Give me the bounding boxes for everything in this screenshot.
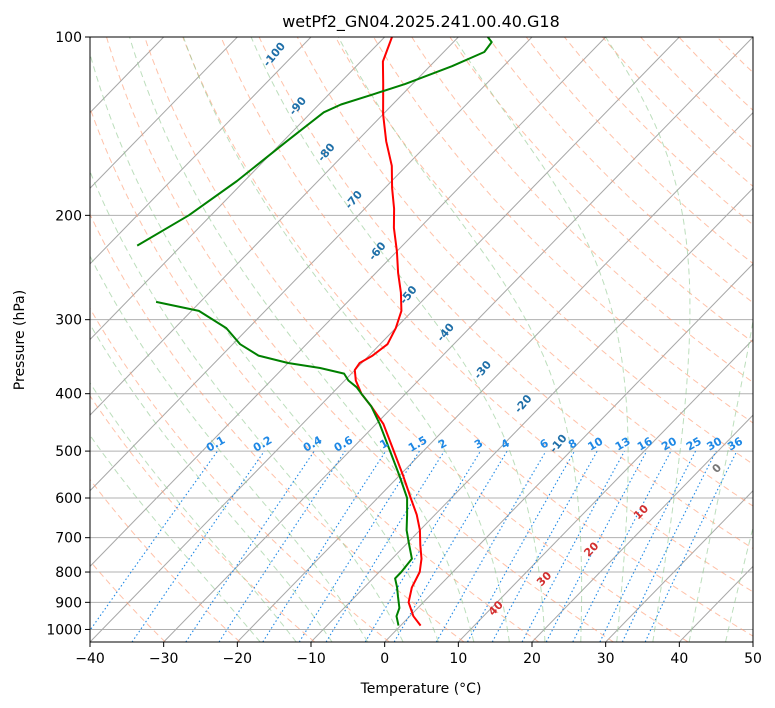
temperature-profile-line — [353, 37, 423, 627]
y-tick-label: 600 — [55, 491, 82, 507]
moist-adiabat-line — [605, 37, 691, 642]
mixing-ratio-line — [599, 450, 697, 642]
mixing-ratio-line — [467, 450, 575, 642]
y-tick-label: 200 — [55, 208, 82, 224]
y-tick-label: 900 — [55, 595, 82, 611]
background-lines — [90, 37, 753, 642]
x-tick-label: −40 — [75, 651, 105, 667]
x-tick-label: 20 — [523, 651, 541, 667]
x-tick-label: 0 — [380, 651, 389, 667]
dry-adiabat-line — [564, 37, 753, 226]
mixing-ratio-line — [298, 450, 420, 642]
moist-adiabat-line — [250, 37, 546, 642]
sounding-profiles — [136, 37, 493, 627]
mixing-ratio-line — [90, 450, 218, 632]
mixing-ratio-line — [218, 450, 346, 642]
isotherm-line — [90, 37, 312, 265]
mixing-ratio-line — [325, 450, 445, 642]
x-tick-label: 50 — [744, 651, 762, 667]
dry-adiabat-line — [220, 37, 753, 593]
x-tick-label: 40 — [670, 651, 688, 667]
x-tick-label: 30 — [597, 651, 615, 667]
dry-adiabat-line — [106, 37, 614, 642]
dewpoint-profile-line — [136, 37, 493, 247]
x-axis: −40 −30 −20 −10 0 10 20 30 40 50 — [75, 642, 762, 667]
dry-adiabat-line — [90, 307, 390, 642]
moist-adiabat-line — [90, 323, 333, 642]
isotherm-line — [236, 111, 753, 642]
y-axis: 100 200 300 400 500 600 700 800 900 1000 — [46, 30, 90, 638]
mixing-ratio-line — [621, 450, 717, 642]
moist-adiabat-line — [90, 170, 404, 642]
isotherm-line — [163, 37, 753, 642]
dry-adiabat-line — [411, 37, 753, 383]
moist-adiabat-line — [90, 382, 297, 642]
y-tick-label: 100 — [55, 30, 82, 46]
moist-adiabat-line — [90, 52, 439, 642]
isotherm-line — [605, 490, 753, 642]
y-tick-label: 300 — [55, 313, 82, 329]
moist-adiabat-line — [725, 525, 753, 642]
x-tick-label: 10 — [449, 651, 467, 667]
isotherm-line — [90, 37, 607, 568]
mixing-ratio-line — [521, 450, 625, 642]
dry-adiabat-line — [373, 37, 753, 424]
dry-adiabat-line — [144, 37, 689, 642]
y-tick-label: 800 — [55, 565, 82, 581]
isotherm-line — [531, 414, 753, 642]
moist-adiabat-line — [453, 37, 629, 642]
y-tick-label: 700 — [55, 531, 82, 547]
mixing-ratio-line — [364, 450, 481, 642]
mixing-ratio-line — [131, 450, 265, 642]
dry-adiabat-line — [182, 37, 753, 637]
mixing-ratio-line — [185, 450, 315, 642]
moist-adiabat-line — [688, 318, 753, 642]
dewpoint-profile-line — [155, 300, 413, 626]
chart-title: wetPf2_GN04.2025.241.00.40.G18 — [282, 12, 560, 32]
y-axis-title: Pressure (hPa) — [12, 290, 28, 390]
isotherm-line — [90, 37, 238, 189]
dry-adiabat-line — [90, 478, 241, 642]
x-tick-label: −20 — [223, 651, 253, 667]
y-tick-label: 500 — [55, 444, 82, 460]
dry-adiabat-line — [640, 37, 753, 149]
isotherm-line — [90, 37, 459, 416]
isotherm-line — [90, 37, 680, 642]
isotherm-line — [457, 338, 753, 642]
y-tick-label: 400 — [55, 387, 82, 403]
plot-frame — [89, 36, 754, 643]
x-tick-label: −10 — [296, 651, 326, 667]
dry-adiabat-line — [525, 37, 753, 265]
mixing-ratio-line — [262, 450, 387, 642]
x-tick-label: −30 — [149, 651, 179, 667]
y-tick-label: 1000 — [46, 622, 82, 638]
dry-adiabat-line — [258, 37, 753, 550]
isotherm-line — [384, 263, 753, 642]
moist-adiabat-line — [182, 37, 510, 642]
moist-adiabat-line — [129, 37, 475, 642]
mixing-ratio-line — [491, 450, 598, 642]
moist-adiabat-line — [90, 434, 261, 642]
x-axis-title: Temperature (°C) — [360, 681, 482, 697]
dry-adiabat-line — [90, 213, 465, 642]
moist-adiabat-line — [90, 254, 369, 642]
